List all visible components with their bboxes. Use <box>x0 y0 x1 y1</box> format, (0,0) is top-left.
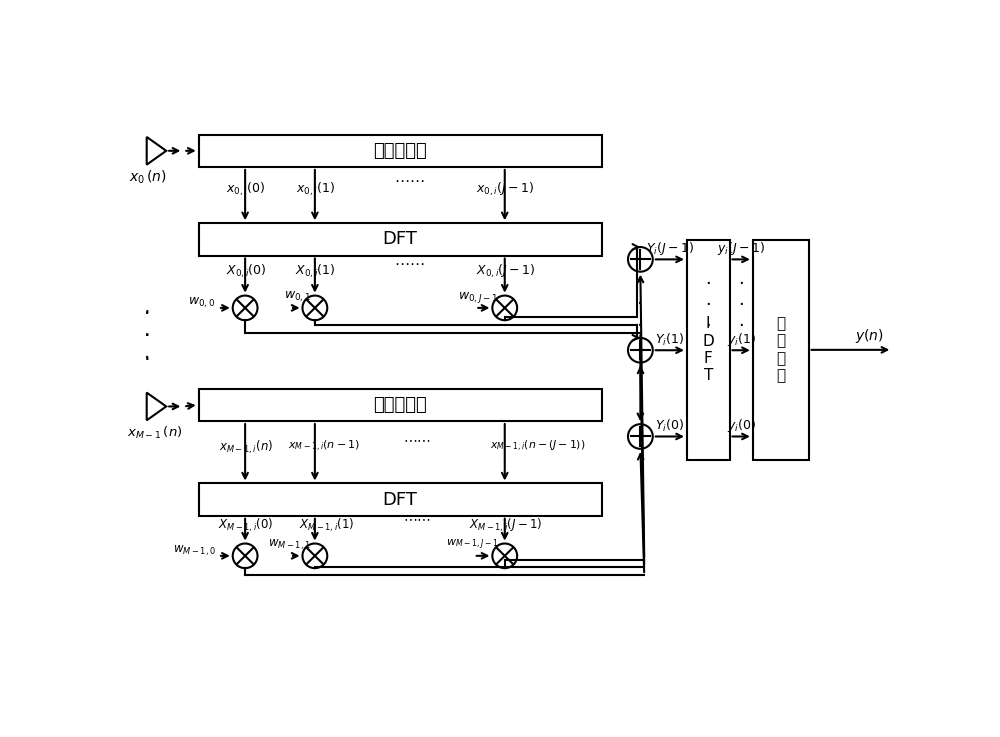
Text: DFT: DFT <box>383 491 418 509</box>
Bar <box>199 135 602 167</box>
Text: ·
·
·: · · · <box>705 275 711 335</box>
Text: $w_{0,J-1}$: $w_{0,J-1}$ <box>458 290 499 304</box>
Text: $x_{0,i}(1)$: $x_{0,i}(1)$ <box>296 181 335 198</box>
Text: ·
·
·: · · · <box>637 273 644 336</box>
Text: $w_{M-1,J-1}$: $w_{M-1,J-1}$ <box>446 538 499 552</box>
Text: 组
合
输
出: 组 合 输 出 <box>776 316 785 383</box>
Text: 输入缓冲器: 输入缓冲器 <box>373 396 427 414</box>
Text: $x_{M-1,i}(n-1)$: $x_{M-1,i}(n-1)$ <box>288 439 360 455</box>
Text: $w_{0,1}$: $w_{0,1}$ <box>284 290 311 304</box>
Text: $X_{M-1,i}(1)$: $X_{M-1,i}(1)$ <box>299 517 354 534</box>
Text: $x_{M-1}\,(n)$: $x_{M-1}\,(n)$ <box>127 425 182 441</box>
Text: DFT: DFT <box>383 231 418 248</box>
Text: $w_{0,0}$: $w_{0,0}$ <box>188 296 216 310</box>
Text: $w_{M-1,1}$: $w_{M-1,1}$ <box>268 538 311 552</box>
Bar <box>199 223 602 256</box>
Text: $\cdots\cdots$: $\cdots\cdots$ <box>403 432 432 446</box>
Text: $X_{0,i}(1)$: $X_{0,i}(1)$ <box>295 262 336 279</box>
Bar <box>753 240 809 460</box>
Text: $Y_i(0)$: $Y_i(0)$ <box>655 418 684 434</box>
Text: I
D
F
T: I D F T <box>702 316 714 383</box>
Text: $x_{M-1,i}(n-(J-1))$: $x_{M-1,i}(n-(J-1))$ <box>490 439 585 455</box>
Bar <box>199 483 602 516</box>
Text: $X_{0,i}(J-1)$: $X_{0,i}(J-1)$ <box>476 262 535 279</box>
Text: $Y_i(J-1)$: $Y_i(J-1)$ <box>646 240 694 257</box>
Text: $x_{0,i}(J-1)$: $x_{0,i}(J-1)$ <box>476 181 535 198</box>
Bar <box>199 388 602 421</box>
Text: $y_i(0)$: $y_i(0)$ <box>727 417 756 434</box>
Text: $X_{0,i}(0)$: $X_{0,i}(0)$ <box>226 262 266 279</box>
Bar <box>687 240 730 460</box>
Text: $x_{0,i}(0)$: $x_{0,i}(0)$ <box>226 181 266 198</box>
Text: $y_i(J-1)$: $y_i(J-1)$ <box>717 240 765 257</box>
Text: $X_{M-1,i}(0)$: $X_{M-1,i}(0)$ <box>218 517 274 534</box>
Text: $w_{M-1,0}$: $w_{M-1,0}$ <box>173 544 216 559</box>
Text: $x_0\,(n)$: $x_0\,(n)$ <box>129 169 167 186</box>
Text: $y_i(1)$: $y_i(1)$ <box>727 331 756 348</box>
Text: $X_{M-1,i}(J-1)$: $X_{M-1,i}(J-1)$ <box>469 517 542 534</box>
Text: ·
·
·: · · · <box>143 303 150 369</box>
Text: $x_{M-1,i}(n)$: $x_{M-1,i}(n)$ <box>219 439 273 455</box>
Text: 输入缓冲器: 输入缓冲器 <box>373 142 427 160</box>
Text: $\cdots\cdots$: $\cdots\cdots$ <box>403 511 432 525</box>
Text: $\cdots\cdots$: $\cdots\cdots$ <box>394 172 425 187</box>
Text: ·
·
·: · · · <box>144 305 150 368</box>
Text: $y(n)$: $y(n)$ <box>855 327 883 345</box>
Text: $\cdots\cdots$: $\cdots\cdots$ <box>394 255 425 270</box>
Text: $Y_i(1)$: $Y_i(1)$ <box>655 332 684 348</box>
Text: ·
·
·: · · · <box>738 275 744 335</box>
